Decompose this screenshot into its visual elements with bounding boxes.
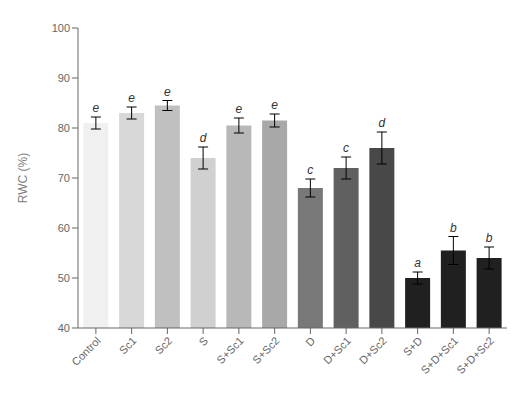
- svg-text:50: 50: [58, 272, 70, 284]
- svg-text:40: 40: [58, 322, 70, 334]
- svg-text:D+Sc2: D+Sc2: [357, 334, 389, 366]
- svg-text:e: e: [236, 102, 243, 116]
- svg-text:b: b: [486, 231, 493, 245]
- svg-text:S+Sc1: S+Sc1: [214, 334, 246, 366]
- svg-text:c: c: [307, 163, 313, 177]
- svg-text:80: 80: [58, 122, 70, 134]
- svg-text:70: 70: [58, 172, 70, 184]
- svg-text:S+D+Sc2: S+D+Sc2: [454, 334, 496, 376]
- svg-text:S: S: [196, 334, 210, 348]
- svg-text:D+Sc1: D+Sc1: [321, 334, 353, 366]
- svg-text:b: b: [450, 221, 457, 235]
- svg-text:D: D: [303, 334, 317, 348]
- svg-text:d: d: [200, 131, 207, 145]
- svg-text:S+D: S+D: [401, 334, 425, 358]
- svg-text:100: 100: [52, 22, 70, 34]
- svg-text:Sc1: Sc1: [117, 334, 139, 356]
- svg-text:e: e: [164, 85, 171, 99]
- svg-text:d: d: [379, 116, 386, 130]
- svg-text:S+D+Sc1: S+D+Sc1: [419, 334, 461, 376]
- svg-text:90: 90: [58, 72, 70, 84]
- svg-text:RWC (%): RWC (%): [16, 153, 30, 203]
- svg-text:c: c: [343, 141, 349, 155]
- svg-text:a: a: [414, 256, 421, 270]
- svg-text:S+Sc2: S+Sc2: [250, 334, 282, 366]
- svg-text:e: e: [93, 101, 100, 115]
- svg-text:Control: Control: [69, 334, 103, 368]
- svg-text:e: e: [271, 98, 278, 112]
- svg-text:60: 60: [58, 222, 70, 234]
- svg-text:Sc2: Sc2: [152, 334, 174, 356]
- svg-text:e: e: [128, 91, 135, 105]
